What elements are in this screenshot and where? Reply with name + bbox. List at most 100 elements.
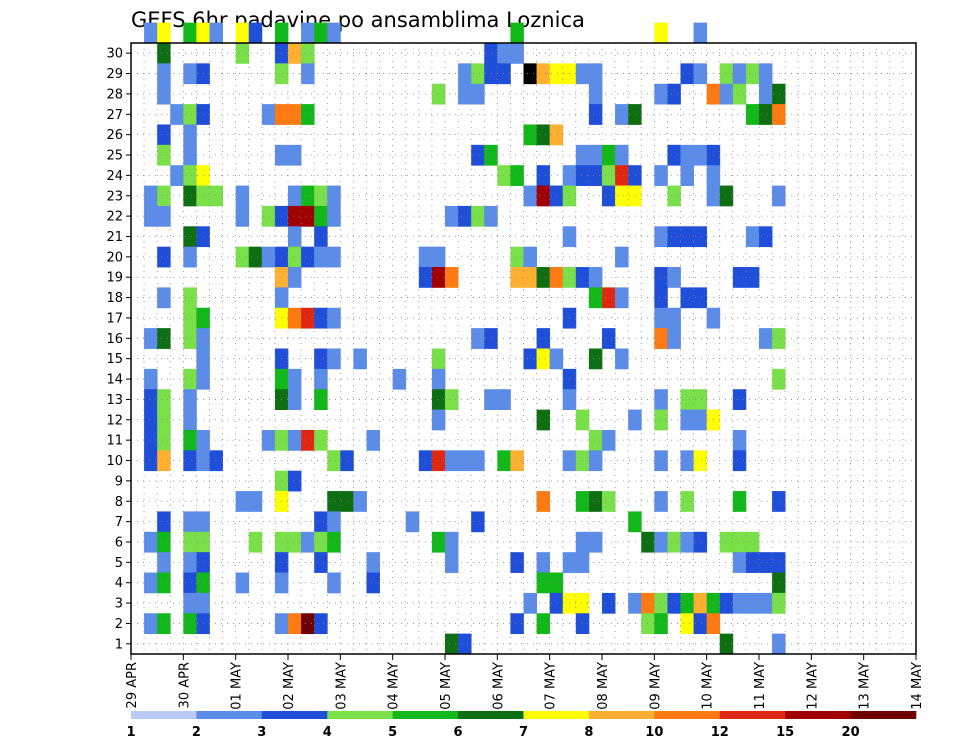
heatmap-cell	[732, 592, 747, 614]
heatmap-cell	[693, 389, 708, 410]
heatmap-cell	[588, 104, 603, 125]
heatmap-cell	[183, 409, 197, 431]
heatmap-cell	[523, 348, 537, 370]
colorbar-swatch	[196, 711, 263, 719]
heatmap-cell	[588, 531, 603, 553]
heatmap-cell	[301, 205, 315, 227]
heatmap-cell	[288, 267, 302, 288]
heatmap-cell	[314, 429, 328, 451]
heatmap-cell	[235, 205, 250, 227]
heatmap-cell	[235, 246, 250, 268]
heatmap-cell	[588, 83, 603, 105]
heatmap-cell	[157, 613, 171, 635]
heatmap-cell	[157, 389, 171, 410]
heatmap-cell	[575, 613, 590, 635]
colorbar-label: 4	[323, 725, 332, 740]
heatmap-cell	[471, 328, 485, 349]
heatmap-cell	[745, 531, 760, 553]
heatmap-cell	[157, 572, 171, 594]
heatmap-cell	[431, 267, 446, 288]
heatmap-cell	[680, 409, 694, 431]
heatmap-cell	[327, 572, 341, 594]
heatmap-cell	[628, 592, 642, 614]
y-tick-label: 7	[115, 515, 123, 530]
y-tick-label: 14	[106, 373, 123, 388]
plot-frame	[130, 42, 917, 655]
heatmap-cell	[536, 613, 551, 635]
heatmap-cell	[575, 165, 590, 186]
heatmap-cell	[588, 63, 603, 85]
heatmap-cell	[183, 429, 197, 451]
heatmap-cell	[680, 491, 694, 512]
heatmap-cell	[209, 450, 223, 472]
heatmap-cell	[615, 104, 629, 125]
heatmap-cell	[588, 450, 603, 472]
heatmap-cell	[183, 287, 197, 309]
heatmap-cell	[431, 246, 446, 268]
y-tick-label: 16	[106, 332, 123, 347]
heatmap-cell	[523, 246, 537, 268]
heatmap-cell	[588, 165, 603, 186]
heatmap-cell	[628, 511, 642, 533]
heatmap-cell	[654, 287, 668, 309]
heatmap-cell	[471, 450, 485, 472]
colorbar-label: 8	[584, 725, 593, 740]
x-tick-label: 05 MAY	[439, 662, 454, 710]
heatmap-cell	[327, 185, 341, 207]
heatmap-cell	[288, 144, 302, 166]
heatmap-cell	[628, 165, 642, 186]
heatmap-cell	[183, 185, 197, 207]
heatmap-cell	[431, 409, 446, 431]
heatmap-cell	[536, 185, 551, 207]
heatmap-cell	[667, 267, 681, 288]
heatmap-cell	[759, 592, 773, 614]
heatmap-cell	[588, 429, 603, 451]
heatmap-cell	[602, 165, 616, 186]
heatmap-cell	[615, 287, 629, 309]
heatmap-cell	[693, 613, 708, 635]
heatmap-cell	[445, 389, 459, 410]
heatmap-cell	[327, 511, 341, 533]
colorbar-label: 3	[257, 725, 266, 740]
heatmap-cell	[628, 104, 642, 125]
colorbar-label: 20	[842, 725, 860, 740]
y-tick-label: 9	[115, 474, 123, 489]
y-tick-label: 20	[106, 250, 123, 265]
heatmap-cell	[772, 491, 786, 512]
heatmap-cell	[772, 328, 786, 349]
heatmap-cell	[628, 409, 642, 431]
heatmap-cell	[288, 613, 302, 635]
heatmap-cell	[615, 246, 629, 268]
colorbar-label: 12	[711, 725, 729, 740]
heatmap-cell	[523, 592, 537, 614]
heatmap-cell	[471, 63, 485, 85]
heatmap-cell	[144, 450, 158, 472]
heatmap-cell	[510, 267, 524, 288]
heatmap-cell	[445, 450, 459, 472]
heatmap-cell	[745, 592, 760, 614]
y-tick-label: 15	[106, 352, 123, 367]
heatmap-cell	[654, 450, 668, 472]
heatmap-cell	[288, 226, 302, 248]
heatmap-cell	[314, 307, 328, 329]
heatmap-cell	[667, 307, 681, 329]
y-axis: 1234567891011121314151617181920212223242…	[106, 47, 131, 652]
heatmap-cell	[183, 389, 197, 410]
heatmap-cell	[353, 348, 367, 370]
heatmap-cell	[497, 389, 511, 410]
heatmap-cell	[680, 287, 694, 309]
heatmap-cell	[458, 633, 472, 655]
heatmap-cell	[693, 531, 708, 553]
x-tick-label: 06 MAY	[491, 662, 506, 710]
heatmap-cell	[209, 185, 223, 207]
heatmap-cell	[588, 287, 603, 309]
heatmap-cell	[301, 22, 315, 44]
heatmap-cell	[549, 267, 564, 288]
colorbar-label: 15	[776, 725, 794, 740]
heatmap-cell	[602, 592, 616, 614]
heatmap-cell	[536, 409, 551, 431]
heatmap-cells	[144, 22, 786, 655]
heatmap-cell	[445, 205, 459, 227]
heatmap-cell	[745, 104, 760, 125]
